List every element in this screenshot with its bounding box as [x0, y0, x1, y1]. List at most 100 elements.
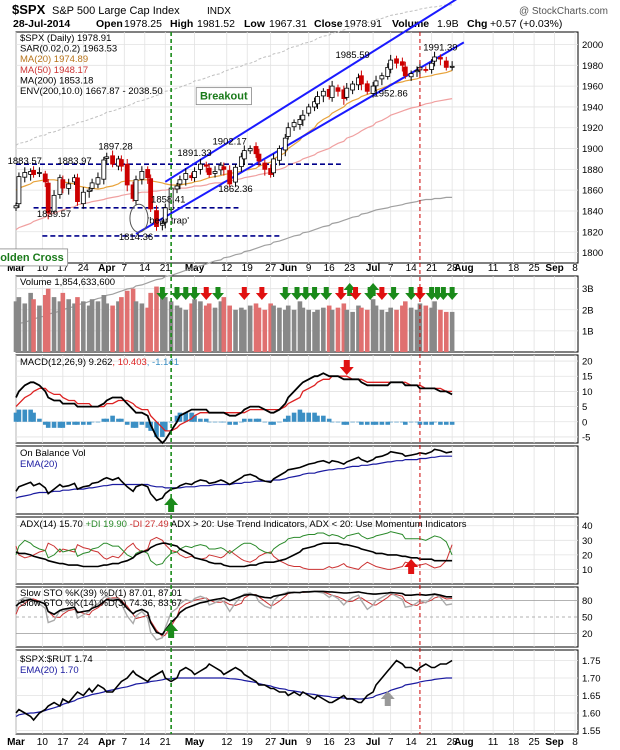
candle-body [80, 191, 86, 205]
volume-signal-arrow [387, 287, 400, 300]
macd-histogram-bar [335, 421, 341, 423]
y-tick-label-price: 1900 [582, 144, 603, 155]
macd-histogram-bar [403, 421, 408, 425]
panel-signal-arrow [404, 559, 419, 574]
x-axis-label: 7 [122, 263, 128, 274]
candle-body [227, 170, 233, 185]
volume-bar [116, 301, 121, 352]
macd-histogram-bar [414, 421, 420, 423]
panel-signal-arrow [164, 623, 179, 638]
price-annotation: 1862.36 [218, 184, 252, 195]
price-annotation: 1839.57 [37, 209, 71, 220]
x-axis-label: Jun [279, 263, 297, 274]
volume-bar [233, 309, 238, 352]
candle-body [373, 80, 379, 87]
candle-body [89, 182, 95, 189]
macd-histogram-bar [408, 421, 414, 423]
candle-body [350, 83, 356, 91]
volume-bar [262, 309, 268, 352]
volume-bar [285, 305, 291, 352]
header-row-2: 28-Jul-2014 Open 1978.25 High 1981.52 Lo… [13, 18, 562, 30]
macd-histogram-bar [124, 421, 130, 425]
macd-histogram-bar [388, 421, 393, 423]
candle-body [162, 207, 168, 223]
candle-body [198, 163, 203, 170]
candle-body [358, 75, 364, 85]
macd-histogram-bar [42, 421, 48, 425]
volume-bar [16, 297, 22, 352]
chg-label: Chg [467, 18, 487, 30]
macd-histogram-bar [268, 421, 273, 425]
bear-trap-circle [129, 203, 149, 233]
y-tick-label-macd: 20 [582, 357, 593, 368]
macd-histogram-bar [321, 415, 326, 422]
volume-bar [160, 290, 165, 352]
macd-histogram-bar [350, 421, 355, 423]
volume-bar [297, 301, 303, 352]
x-axis-label: May [185, 263, 205, 274]
obv-ema-line [15, 455, 453, 499]
candle-body [277, 148, 282, 161]
header-row-1: $SPX S&P 500 Large Cap Index INDX @ Stoc… [12, 2, 608, 17]
candle-body [212, 171, 218, 174]
macd-histogram-bar [359, 421, 364, 425]
volume-bar [414, 309, 420, 352]
env-upper-line [15, 4, 453, 146]
macd-histogram-bar [239, 421, 244, 423]
macd-histogram-bar [297, 409, 303, 422]
panel-signal-arrow [380, 691, 395, 706]
y-tick-label-ratio: 1.65 [582, 691, 601, 702]
price-legend-item: MA(50) 1948.17 [20, 65, 88, 76]
macd-histogram-bar [282, 418, 288, 422]
stoch-k39-line [15, 590, 453, 636]
macd-histogram-bar [139, 421, 145, 425]
candle-body [66, 183, 72, 189]
y-tick-label-ratio: 1.55 [582, 726, 601, 737]
volume-bar [408, 307, 414, 352]
macd-histogram-bar [438, 421, 443, 425]
macd-histogram-bar [423, 421, 429, 425]
macd-histogram-bar [89, 421, 95, 423]
candle-body [31, 170, 36, 175]
macd-histogram-bar [256, 418, 262, 422]
candle-body [206, 167, 212, 175]
y-tick-label-price: 1940 [582, 102, 603, 113]
volume-bar [31, 299, 36, 352]
volume-bar [423, 305, 429, 352]
y-tick-label-adx: 40 [582, 521, 593, 532]
volume-bar [239, 307, 244, 352]
macd-histogram-bar [341, 421, 347, 425]
candle-body [192, 171, 197, 178]
volume-signal-arrow [156, 287, 169, 300]
stoch-d-line [15, 590, 453, 638]
candle-body [432, 56, 437, 62]
stoch-k14-line [15, 590, 453, 641]
macd-histogram-bar [300, 412, 306, 422]
macd-histogram-bar [385, 421, 391, 425]
candle-body [145, 169, 151, 179]
candle-body [253, 146, 259, 155]
macd-histogram-bar [253, 418, 259, 422]
x-axis-label: 14 [406, 263, 418, 274]
plus-di-line [15, 531, 453, 566]
volume-signal-arrow [308, 287, 321, 300]
volume-bar [177, 307, 183, 352]
macd-histogram-bar [154, 421, 159, 437]
x-axis-label: 17 [57, 737, 69, 748]
candle-body [241, 150, 247, 160]
macd-histogram-bar [206, 421, 212, 423]
volume-bar [400, 305, 405, 352]
ratio-ema-legend: EMA(20) 1.70 [20, 665, 79, 676]
x-axis-label: Sep [545, 737, 563, 748]
candle-body [174, 185, 180, 190]
y-tick-label-macd: -5 [582, 432, 590, 443]
volume-bar [206, 303, 212, 352]
price-annotation: 1902.17 [213, 136, 247, 147]
x-axis-label: 19 [242, 263, 254, 274]
x-axis-label: 27 [265, 737, 277, 748]
volume-bar [72, 303, 77, 352]
volume-signal-arrow [255, 287, 268, 300]
candle-body [148, 178, 154, 210]
macd-histogram-bar [101, 418, 107, 422]
panel-signal-arrow [339, 360, 354, 375]
